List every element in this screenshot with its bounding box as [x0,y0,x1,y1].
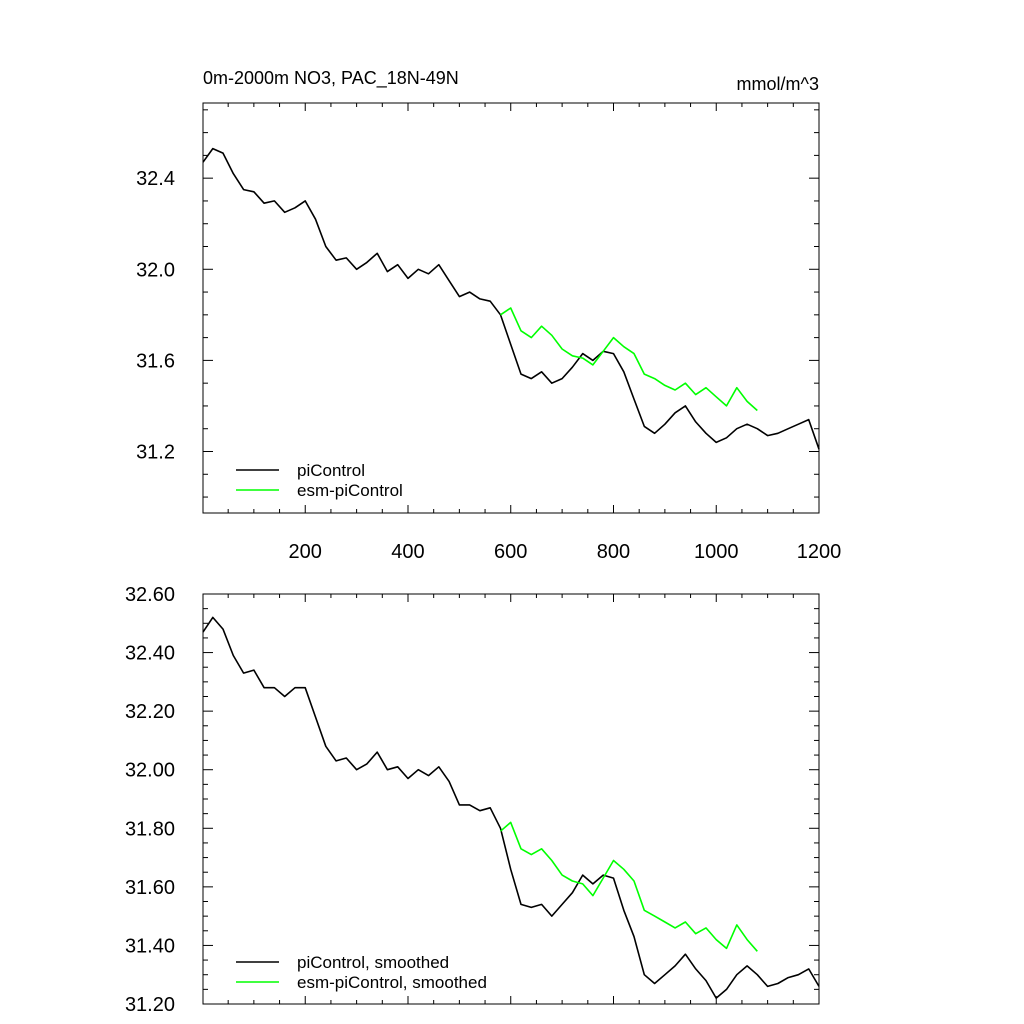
bottom-plot-frame [202,593,820,1005]
bottom-y-tick-label: 32.60 [125,584,175,606]
top-x-tick-label: 200 [289,541,322,563]
top-legend: piControl esm-piControl [236,461,403,500]
top-x-tick-label: 1000 [694,541,739,563]
bottom-series-lines [202,616,820,999]
top-chart-units: mmol/m^3 [737,74,819,94]
bottom-y-tick-label: 31.60 [125,877,175,899]
bottom-y-tick-label: 32.20 [125,701,175,723]
top-x-tick-label: 1200 [797,541,842,563]
top-axis-ticks: 200 400 600 800 1000 1200 31.2 31.6 32.0 32.4 [136,103,841,563]
top-y-tick-label: 31.2 [136,442,175,464]
bottom-y-tick-label: 31.80 [125,818,175,840]
bottom-y-tick-label: 32.40 [125,643,175,665]
top-y-tick-label: 31.6 [136,350,175,372]
bottom-series-esm-picontrol-smoothed [499,821,758,952]
bottom-y-tick-label: 31.20 [125,994,175,1016]
top-series-esm-picontrol [500,307,758,412]
top-series-picontrol [202,147,820,450]
bottom-y-tick-label: 31.40 [125,935,175,957]
bottom-series-picontrol-smoothed [202,616,820,999]
top-y-tick-label: 32.0 [136,259,175,281]
bottom-legend: piControl, smoothed esm-piControl, smoot… [236,953,487,992]
legend-label-esm-picontrol-smoothed: esm-piControl, smoothed [297,973,487,992]
top-panel: 0m-2000m NO3, PAC_18N-49N mmol/m^3 200 40… [136,68,841,563]
bottom-axis-ticks: 31.20 31.40 31.60 31.80 32.00 32.20 32.40 32.60 [125,584,820,1016]
legend-label-picontrol: piControl [297,461,365,480]
legend-label-picontrol-smoothed: piControl, smoothed [297,953,449,972]
top-series-lines [202,147,820,450]
top-x-tick-label: 800 [597,541,630,563]
bottom-panel: 31.20 31.40 31.60 31.80 32.00 32.20 32.40 32.60… [125,584,820,1016]
legend-label-esm-picontrol: esm-piControl [297,481,403,500]
top-y-tick-label: 32.4 [136,168,175,190]
top-chart-title: 0m-2000m NO3, PAC_18N-49N [203,68,459,89]
top-x-tick-label: 400 [391,541,424,563]
bottom-y-tick-label: 32.00 [125,760,175,782]
top-x-tick-label: 600 [494,541,527,563]
